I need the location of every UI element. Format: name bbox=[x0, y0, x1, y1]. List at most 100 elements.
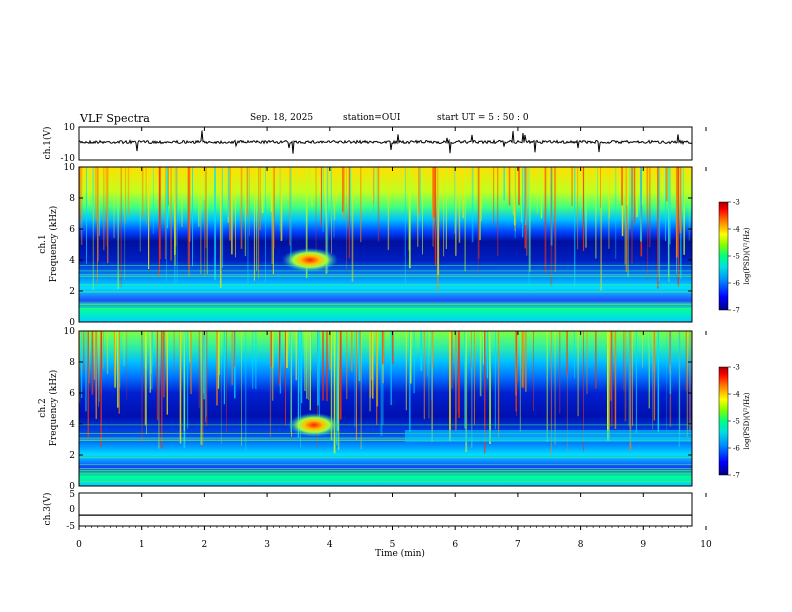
spectrogram-streak bbox=[360, 331, 362, 450]
time-axis-label: Time (min) bbox=[375, 548, 425, 559]
spectrogram-streak bbox=[370, 331, 372, 396]
spectrogram-streak bbox=[567, 167, 569, 202]
spectrogram-streak bbox=[649, 331, 650, 393]
spectrogram-streak bbox=[342, 167, 344, 212]
spectrogram-streak bbox=[462, 167, 464, 219]
spectrogram-streak bbox=[449, 331, 451, 442]
spectrogram-streak bbox=[98, 167, 100, 236]
spectrogram-streak bbox=[413, 331, 415, 394]
xtick-label: 0 bbox=[76, 540, 82, 550]
spectrogram-streak bbox=[100, 331, 102, 395]
spectrogram-streak bbox=[640, 167, 642, 242]
spectrogram-streak bbox=[206, 167, 208, 275]
spectrogram-streak bbox=[127, 167, 130, 216]
spectrogram-streak bbox=[653, 331, 656, 421]
xtick-label: 7 bbox=[515, 540, 521, 550]
spectrogram-streak bbox=[647, 167, 649, 281]
ch1-ytick-bottom: -10 bbox=[61, 154, 76, 164]
spectrogram-streak bbox=[391, 331, 394, 365]
spectrogram-streak bbox=[231, 331, 233, 386]
time-axis: 0 1 2 3 4 5 6 7 8 9 10 bbox=[76, 127, 712, 550]
spectrogram-streak bbox=[431, 331, 434, 368]
ytick-label: 2 bbox=[69, 287, 75, 297]
ytick-label: 10 bbox=[64, 327, 76, 337]
spectrogram-streak bbox=[431, 331, 433, 443]
spectrogram-streak bbox=[428, 331, 430, 419]
spectrogram-streak bbox=[343, 167, 345, 220]
spectrogram-streak bbox=[85, 331, 87, 412]
spectrogram-streak bbox=[373, 167, 375, 219]
spectrogram-streak bbox=[300, 331, 301, 448]
spectrogram-streak bbox=[635, 331, 637, 434]
ch2-spectrogram-panel: 0 2 4 6 8 10 ch.2 Frequency (kHz) bbox=[38, 327, 693, 492]
spectrogram-streak bbox=[573, 331, 575, 379]
spectrogram-streak bbox=[198, 167, 200, 227]
spectrogram-streak bbox=[351, 167, 354, 282]
spectrogram-streak bbox=[145, 331, 147, 370]
spectrogram-streak bbox=[336, 167, 338, 203]
spectrogram-streak bbox=[91, 331, 94, 395]
spectrogram-streak bbox=[247, 167, 249, 290]
spectrogram-streak bbox=[445, 167, 447, 249]
spectrogram-streak bbox=[190, 331, 192, 395]
spectrogram-streak bbox=[632, 331, 633, 426]
spectrogram-streak bbox=[270, 331, 272, 367]
spectrogram-streak bbox=[214, 167, 216, 280]
spectrogram-streak bbox=[334, 167, 336, 220]
spectrogram-streak bbox=[92, 167, 94, 290]
spectrogram-streak bbox=[683, 167, 685, 255]
spectrogram-streak bbox=[139, 167, 141, 252]
spectrogram-streak bbox=[304, 331, 306, 391]
spectrogram-streak bbox=[677, 167, 679, 287]
xtick-label: 4 bbox=[327, 540, 333, 550]
spectrogram-streak bbox=[464, 167, 466, 272]
ch1-ytick-top: 10 bbox=[64, 123, 76, 133]
spectrogram-streak bbox=[516, 331, 517, 416]
spectrogram-streak bbox=[105, 167, 107, 247]
spectrogram-streak bbox=[629, 167, 631, 230]
ch1-waveform-line bbox=[78, 130, 693, 154]
ch1-emission-blob bbox=[282, 248, 338, 272]
spectrogram-streak bbox=[522, 167, 524, 238]
spectrogram-streak bbox=[624, 331, 627, 422]
spectrogram-streak bbox=[217, 331, 220, 389]
spectrogram-streak bbox=[600, 167, 601, 209]
spectrogram-streak bbox=[95, 331, 97, 419]
ch3-ytick-mid: 0 bbox=[69, 505, 75, 515]
spectrogram-streak bbox=[315, 167, 317, 270]
spectrogram-streak bbox=[167, 167, 169, 206]
spectrogram-streak bbox=[355, 331, 357, 440]
spectrogram-streak bbox=[668, 167, 670, 282]
spectrogram-streak bbox=[600, 167, 602, 291]
spectrogram-streak bbox=[383, 331, 385, 365]
spectrogram-streak bbox=[479, 167, 481, 241]
spectrogram-streak bbox=[188, 167, 191, 242]
spectrogram-streak bbox=[270, 167, 273, 212]
ch2-emission-blob bbox=[288, 413, 340, 437]
spectrogram-streak bbox=[219, 331, 220, 375]
spectrogram-streak bbox=[371, 167, 374, 200]
spectrogram-streak bbox=[486, 331, 489, 379]
spectrogram-streak bbox=[487, 167, 489, 199]
spectrogram-streak bbox=[245, 331, 247, 451]
spectrogram-streak bbox=[219, 167, 222, 288]
ytick-label: 4 bbox=[69, 420, 75, 430]
spectrogram-streak bbox=[166, 167, 168, 229]
spectrogram-streak bbox=[330, 167, 332, 219]
spectrogram-streak bbox=[653, 331, 655, 371]
ch3-ytick-bottom: -5 bbox=[66, 522, 75, 532]
spectrogram-streak bbox=[79, 331, 81, 404]
spectrogram-streak bbox=[158, 331, 160, 449]
spectrogram-streak bbox=[150, 331, 152, 374]
colorbar-tick-label: -7 bbox=[733, 307, 740, 315]
spectrogram-streak bbox=[203, 331, 204, 394]
spectrogram-streak bbox=[455, 167, 457, 256]
ch1-spec-ylabel-line2: Frequency (kHz) bbox=[48, 206, 59, 283]
spectrogram-streak bbox=[372, 167, 375, 205]
spectrogram-streak bbox=[279, 331, 281, 386]
spectrogram-streak bbox=[79, 331, 80, 366]
spectrogram-streak bbox=[95, 167, 97, 221]
spectrogram-streak bbox=[471, 167, 474, 243]
spectrogram-streak bbox=[455, 331, 457, 431]
spectrogram-streak bbox=[408, 167, 411, 269]
